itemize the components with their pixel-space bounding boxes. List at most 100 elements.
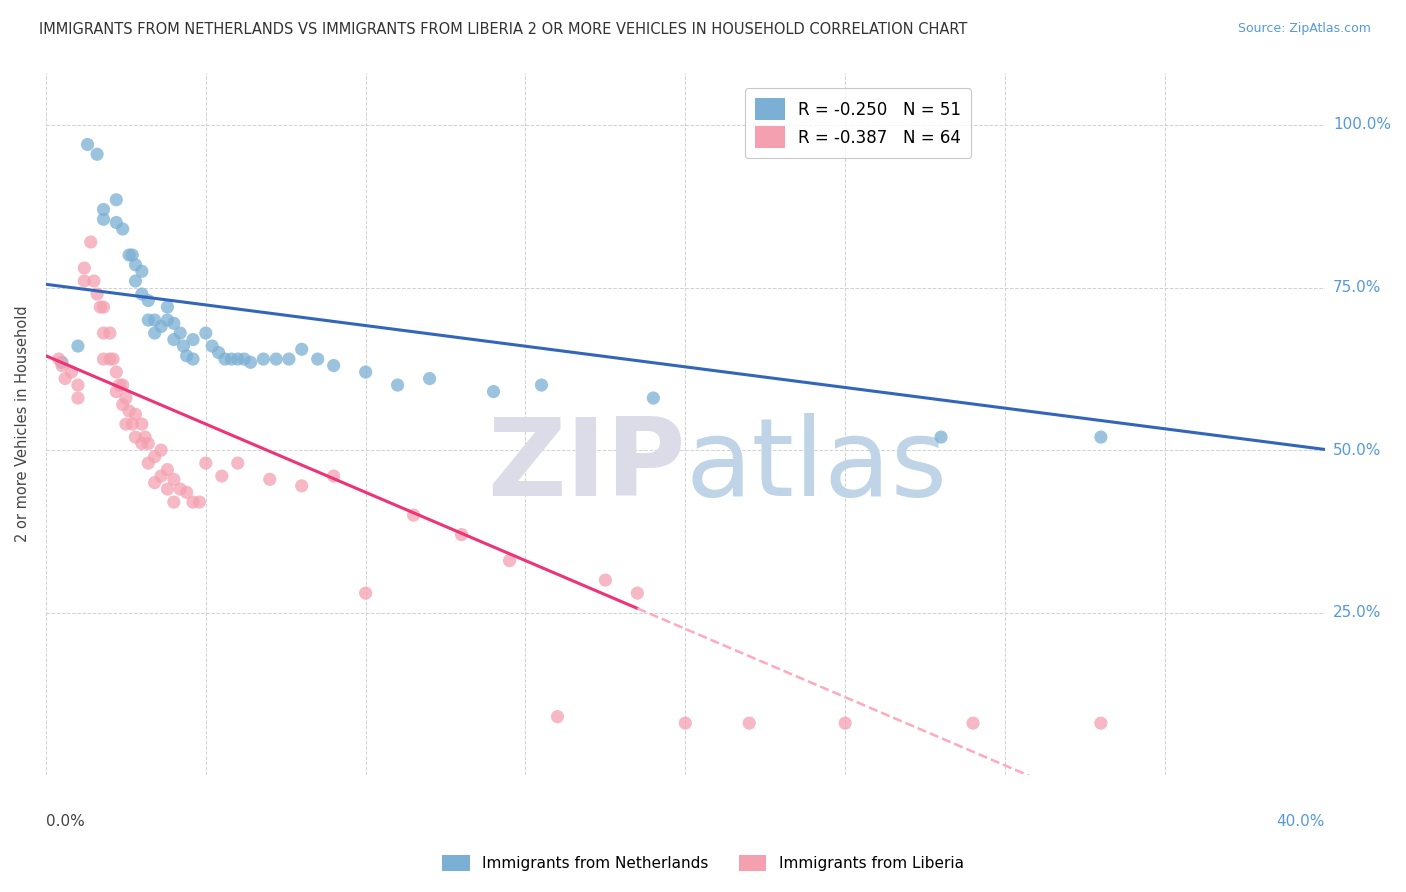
Point [131,436,153,450]
Point [834,716,856,731]
Point [169,482,191,496]
Point [51,355,73,369]
Point [66,391,89,405]
Point [156,313,179,327]
Point [80,235,103,249]
Point [201,339,224,353]
Point [115,391,138,405]
Point [124,258,146,272]
Point [962,716,984,731]
Point [111,378,134,392]
Point [387,378,409,392]
Point [259,472,281,486]
Point [101,352,124,367]
Text: IMMIGRANTS FROM NETHERLANDS VS IMMIGRANTS FROM LIBERIA 2 OR MORE VEHICLES IN HOU: IMMIGRANTS FROM NETHERLANDS VS IMMIGRANT… [39,22,967,37]
Point [86,147,108,161]
Point [98,352,121,367]
Point [188,495,211,509]
Point [239,355,262,369]
Point [322,469,344,483]
Point [194,456,217,470]
Point [93,326,115,340]
Point [738,716,761,731]
Point [89,300,111,314]
Point [98,326,121,340]
Point [546,709,568,723]
Legend: R = -0.250   N = 51, R = -0.387   N = 64: R = -0.250 N = 51, R = -0.387 N = 64 [745,88,972,158]
Text: 50.0%: 50.0% [1333,442,1381,458]
Point [136,313,159,327]
Point [105,384,128,399]
Point [93,300,115,314]
Point [86,287,108,301]
Text: 40.0%: 40.0% [1277,814,1324,829]
Point [169,326,191,340]
Point [291,479,314,493]
Point [150,443,173,458]
Point [121,417,143,431]
Point [498,553,520,567]
Point [136,456,159,470]
Text: 25.0%: 25.0% [1333,605,1381,620]
Point [150,469,173,483]
Point [105,215,128,229]
Point [207,345,229,359]
Point [176,485,198,500]
Point [143,313,166,327]
Point [118,404,141,418]
Point [105,193,128,207]
Point [111,398,134,412]
Point [136,293,159,308]
Point [105,365,128,379]
Point [402,508,425,522]
Point [124,430,146,444]
Point [143,326,166,340]
Point [530,378,553,392]
Point [143,475,166,490]
Point [226,352,249,367]
Text: atlas: atlas [685,413,948,519]
Point [354,586,377,600]
Point [143,450,166,464]
Point [176,349,198,363]
Point [131,287,153,301]
Point [150,319,173,334]
Point [221,352,243,367]
Point [264,352,287,367]
Point [131,417,153,431]
Point [124,274,146,288]
Point [307,352,329,367]
Point [124,407,146,421]
Point [73,274,96,288]
Point [66,339,89,353]
Point [626,586,648,600]
Point [121,248,143,262]
Point [131,264,153,278]
Point [163,472,186,486]
Point [93,212,115,227]
Point [354,365,377,379]
Point [214,352,236,367]
Point [48,352,70,367]
Legend: Immigrants from Netherlands, Immigrants from Liberia: Immigrants from Netherlands, Immigrants … [436,849,970,877]
Point [108,378,131,392]
Point [929,430,952,444]
Point [51,359,73,373]
Point [181,352,204,367]
Text: Source: ZipAtlas.com: Source: ZipAtlas.com [1237,22,1371,36]
Point [181,333,204,347]
Point [83,274,105,288]
Point [482,384,505,399]
Point [93,202,115,217]
Point [156,300,179,314]
Point [277,352,299,367]
Point [163,333,186,347]
Point [643,391,665,405]
Point [226,456,249,470]
Text: 100.0%: 100.0% [1333,118,1391,133]
Text: ZIP: ZIP [486,413,685,519]
Point [1090,716,1112,731]
Point [156,482,179,496]
Point [156,462,179,476]
Point [134,430,156,444]
